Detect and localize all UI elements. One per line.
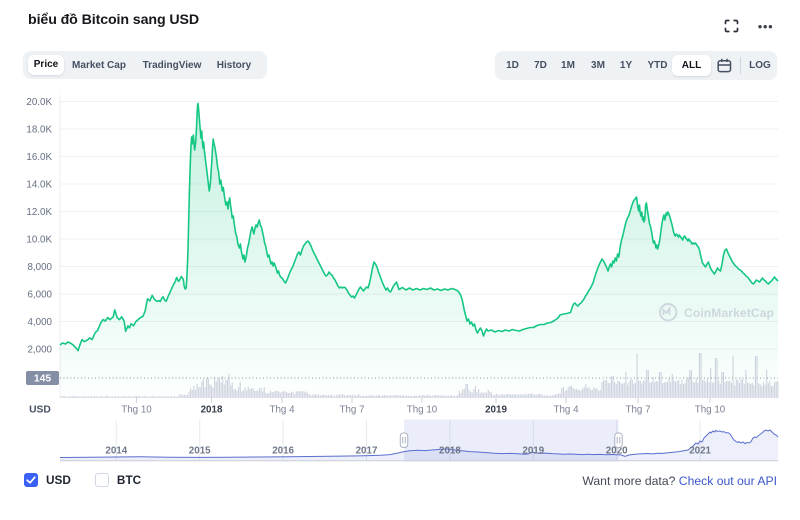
svg-text:2019: 2019 xyxy=(485,405,507,416)
svg-text:2016: 2016 xyxy=(272,446,294,457)
svg-text:4,000: 4,000 xyxy=(27,317,52,328)
svg-text:10.0K: 10.0K xyxy=(26,234,52,245)
svg-text:2020: 2020 xyxy=(606,446,628,457)
svg-text:2018: 2018 xyxy=(439,446,461,457)
svg-text:Thg 7: Thg 7 xyxy=(339,405,364,416)
svg-text:USD: USD xyxy=(29,405,51,416)
svg-text:14.0K: 14.0K xyxy=(26,179,52,190)
svg-text:Thg 10: Thg 10 xyxy=(695,405,726,416)
svg-text:Thg 7: Thg 7 xyxy=(625,405,650,416)
svg-text:2021: 2021 xyxy=(689,446,711,457)
svg-text:CoinMarketCap: CoinMarketCap xyxy=(684,306,774,320)
svg-text:8,000: 8,000 xyxy=(27,262,52,273)
svg-text:Thg 4: Thg 4 xyxy=(269,405,295,416)
svg-text:16.0K: 16.0K xyxy=(26,152,52,163)
svg-text:12.0K: 12.0K xyxy=(26,207,52,218)
svg-text:6,000: 6,000 xyxy=(27,289,52,300)
svg-text:2,000: 2,000 xyxy=(27,344,52,355)
svg-text:2019: 2019 xyxy=(522,446,544,457)
svg-text:2017: 2017 xyxy=(356,446,378,457)
svg-text:2015: 2015 xyxy=(189,446,211,457)
svg-text:2014: 2014 xyxy=(105,446,127,457)
svg-text:145: 145 xyxy=(34,374,51,385)
svg-text:Thg 10: Thg 10 xyxy=(407,405,438,416)
svg-text:Thg 4: Thg 4 xyxy=(553,405,579,416)
svg-text:18.0K: 18.0K xyxy=(26,124,52,135)
svg-text:2018: 2018 xyxy=(201,405,223,416)
svg-text:20.0K: 20.0K xyxy=(26,97,52,108)
svg-text:Thg 10: Thg 10 xyxy=(121,405,152,416)
